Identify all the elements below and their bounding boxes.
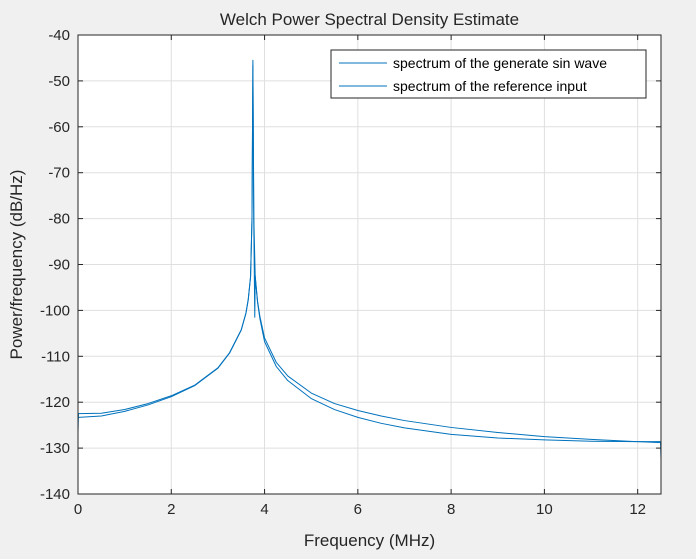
chart-title: Welch Power Spectral Density Estimate: [220, 10, 519, 29]
y-tick-label: -100: [40, 302, 70, 319]
y-tick-label: -70: [48, 165, 70, 182]
y-tick-label: -110: [41, 348, 70, 365]
x-tick-label: 0: [74, 501, 82, 518]
y-tick-label: -40: [48, 27, 70, 44]
legend-entry-0: spectrum of the generate sin wave: [393, 55, 607, 71]
x-tick-label: 2: [167, 501, 175, 518]
y-axis-label: Power/frequency (dB/Hz): [7, 170, 26, 360]
y-tick-label: -60: [48, 119, 70, 136]
x-tick-label: 4: [260, 501, 268, 518]
y-tick-label: -130: [40, 440, 70, 457]
x-tick-label: 10: [536, 501, 553, 518]
legend-box: [330, 49, 647, 99]
x-axis-label: Frequency (MHz): [304, 531, 435, 550]
series-line-1: [77, 64, 661, 443]
y-tick-label: -120: [40, 394, 70, 411]
x-tick-label: 12: [629, 501, 646, 518]
x-tick-label: 8: [447, 501, 455, 518]
axis-ticks: 0 2 4 6 8 10 12 -40 -50 -60 -70 -80 -90 -100 -110 -120 -…: [40, 27, 661, 518]
legend-entry-1: spectrum of the reference input: [393, 78, 587, 94]
legend: spectrum of the generate sin wave spectr…: [330, 49, 647, 99]
y-tick-label: -50: [48, 73, 70, 90]
x-tick-label: 6: [354, 501, 362, 518]
y-tick-label: -90: [48, 257, 70, 274]
series-lines: [77, 59, 662, 460]
y-tick-label: -80: [48, 211, 70, 228]
y-tick-label: -140: [40, 486, 70, 503]
